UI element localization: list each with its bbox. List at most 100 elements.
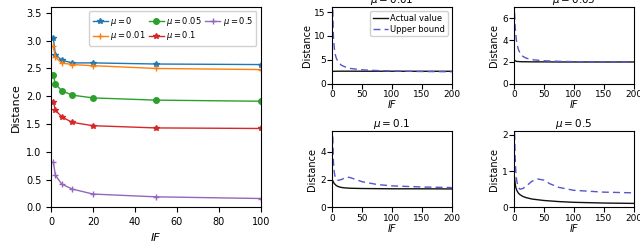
Actual value	[630, 61, 637, 63]
Actual value	[373, 187, 381, 190]
Upper bound	[331, 49, 339, 52]
Upper bound	[343, 176, 351, 179]
Upper bound	[511, 11, 518, 14]
Actual value	[540, 61, 548, 63]
Actual value	[330, 181, 337, 183]
Actual value	[555, 61, 563, 63]
Upper bound	[334, 179, 342, 182]
$\mu = 0$	[49, 36, 57, 39]
Upper bound	[528, 58, 536, 61]
$\mu = 0.01$	[257, 68, 264, 71]
$\mu = 0.01$	[68, 63, 76, 66]
Line: Upper bound: Upper bound	[333, 137, 452, 188]
$\mu = 0.5$	[49, 160, 57, 163]
Upper bound	[346, 67, 354, 70]
Line: Actual value: Actual value	[515, 178, 634, 203]
Upper bound	[515, 186, 522, 189]
$\mu = 0.01$	[58, 61, 65, 64]
Y-axis label: Distance: Distance	[301, 24, 312, 67]
Actual value	[333, 70, 340, 73]
$\mu = 0.5$	[257, 197, 264, 200]
Actual value	[418, 70, 426, 73]
Upper bound	[540, 59, 548, 62]
X-axis label: IF: IF	[570, 224, 578, 234]
Upper bound	[511, 25, 519, 28]
Upper bound	[330, 34, 337, 37]
Actual value	[329, 70, 337, 73]
Upper bound	[519, 55, 527, 58]
Actual value	[513, 188, 520, 191]
Upper bound	[358, 180, 366, 183]
Title: $\mu = 0.01$: $\mu = 0.01$	[370, 0, 414, 7]
Upper bound	[600, 61, 607, 63]
Upper bound	[448, 186, 456, 189]
$\mu = 0.05$	[68, 94, 76, 97]
Upper bound	[337, 178, 345, 181]
Actual value	[331, 70, 339, 73]
Upper bound	[331, 173, 339, 175]
$\mu = 0.05$	[58, 89, 65, 92]
Actual value	[330, 182, 338, 184]
Actual value	[511, 182, 519, 185]
Actual value	[570, 61, 578, 63]
Actual value	[522, 60, 530, 63]
Upper bound	[522, 57, 530, 60]
Actual value	[373, 70, 381, 73]
Actual value	[448, 70, 456, 73]
Actual value	[511, 176, 518, 179]
Title: $\mu = 0.1$: $\mu = 0.1$	[374, 117, 410, 131]
$\mu = 0$	[257, 63, 264, 66]
$\mu = 0.1$	[52, 109, 60, 112]
Upper bound	[373, 183, 381, 186]
Upper bound	[334, 60, 342, 63]
Upper bound	[516, 188, 524, 191]
Actual value	[337, 186, 345, 189]
Upper bound	[333, 178, 340, 181]
Actual value	[329, 179, 337, 182]
Upper bound	[630, 191, 637, 194]
X-axis label: IF: IF	[388, 100, 396, 110]
Line: $\mu = 0.5$: $\mu = 0.5$	[51, 159, 264, 201]
Actual value	[334, 70, 342, 73]
Actual value	[522, 196, 530, 199]
Actual value	[570, 201, 578, 204]
Actual value	[515, 191, 522, 194]
Upper bound	[511, 157, 519, 160]
Upper bound	[540, 179, 548, 182]
Actual value	[330, 70, 338, 73]
Upper bound	[340, 177, 348, 180]
Upper bound	[346, 176, 354, 179]
$\mu = 0.01$	[89, 64, 97, 67]
Actual value	[346, 187, 354, 190]
Upper bound	[373, 69, 381, 72]
$\mu = 0$	[58, 59, 65, 61]
Upper bound	[329, 135, 337, 138]
$\mu = 0.05$	[52, 82, 60, 85]
Upper bound	[546, 182, 554, 185]
Upper bound	[511, 131, 518, 134]
Upper bound	[570, 60, 578, 63]
Y-axis label: Distance: Distance	[489, 148, 499, 191]
Upper bound	[519, 187, 527, 190]
$\mu = 0.1$	[89, 124, 97, 127]
Line: $\mu = 0.1$: $\mu = 0.1$	[51, 99, 264, 131]
Upper bound	[330, 159, 337, 162]
Upper bound	[340, 65, 348, 68]
Actual value	[555, 200, 563, 203]
Upper bound	[333, 57, 340, 60]
Actual value	[337, 70, 345, 73]
Actual value	[516, 193, 524, 196]
Legend: Actual value, Upper bound: Actual value, Upper bound	[371, 11, 447, 36]
Upper bound	[555, 186, 563, 189]
Actual value	[340, 70, 348, 73]
Line: $\mu = 0.05$: $\mu = 0.05$	[51, 72, 264, 104]
$\mu = 0.5$	[58, 183, 65, 185]
Actual value	[513, 189, 521, 192]
$\mu = 0.1$	[257, 127, 264, 130]
$\mu = 0.5$	[52, 174, 60, 177]
Upper bound	[528, 180, 536, 183]
Actual value	[331, 182, 339, 185]
Actual value	[388, 187, 396, 190]
Upper bound	[513, 39, 520, 41]
$\mu = 0$	[89, 61, 97, 64]
